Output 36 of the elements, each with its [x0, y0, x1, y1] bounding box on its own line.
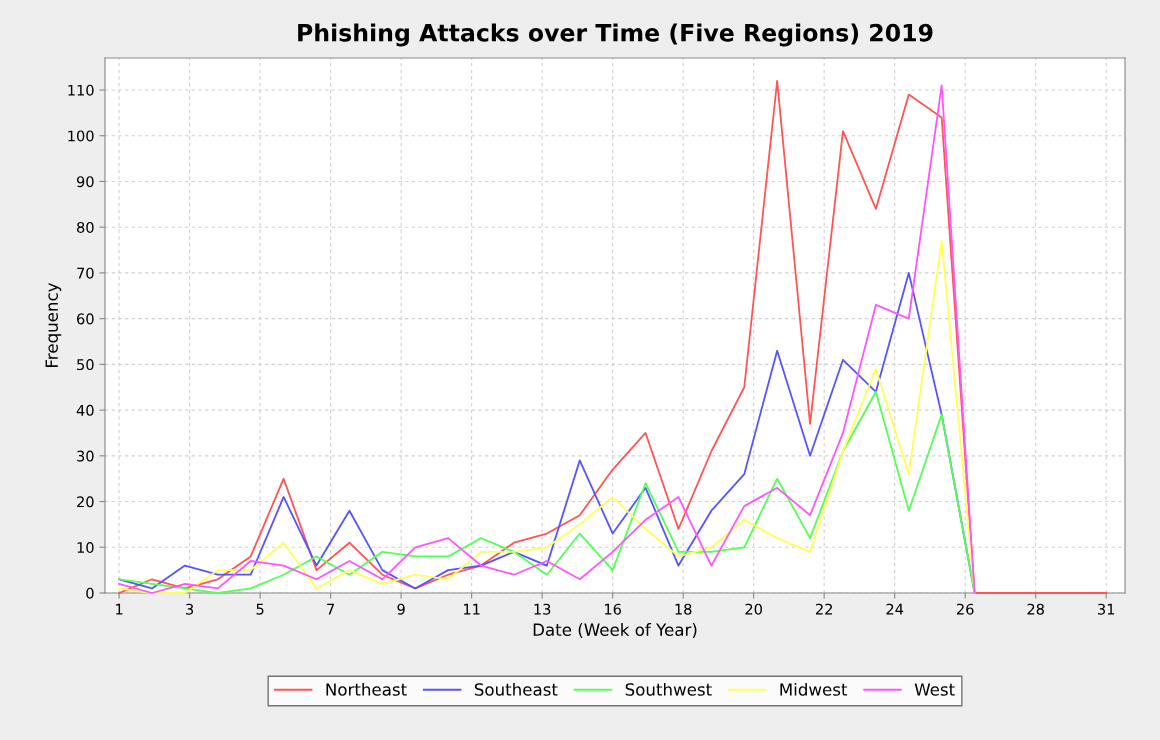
x-tick-label: 22: [815, 603, 832, 615]
y-tick-label: 0: [86, 587, 94, 599]
x-tick-label: 9: [397, 603, 405, 615]
x-tick-label: 5: [256, 603, 264, 615]
chart-title: Phishing Attacks over Time (Five Regions) 2019: [298, 23, 933, 47]
x-tick-label: 26: [956, 603, 974, 615]
x-tick-label: 20: [745, 603, 762, 615]
x-axis-title: Date (Week of Year): [533, 623, 697, 638]
x-tick-label: 18: [675, 603, 692, 615]
legend-label: Northeast: [326, 682, 407, 696]
y-tick-label: 100: [68, 130, 94, 142]
y-tick-label: 40: [76, 404, 94, 416]
y-tick-label: 80: [77, 221, 94, 233]
x-tick-label: 31: [1098, 603, 1115, 615]
x-tick-label: 24: [886, 603, 904, 615]
y-tick-label: 110: [68, 84, 94, 96]
legend-label: Midwest: [780, 682, 848, 696]
legend-label: Southeast: [474, 682, 558, 696]
y-tick-label: 70: [77, 267, 94, 279]
y-tick-label: 20: [77, 496, 94, 508]
line-series: [118, 390, 976, 594]
y-tick-label: 50: [77, 359, 94, 371]
y-tick-label: 90: [76, 176, 94, 188]
y-tick-label: 60: [77, 313, 94, 325]
x-tick-label: 13: [534, 603, 551, 615]
x-tick-label: 28: [1027, 603, 1044, 615]
x-tick-label: 1: [116, 603, 123, 615]
legend-label: Southwest: [625, 682, 712, 696]
y-tick-label: 30: [77, 450, 94, 462]
y-tick-label: 10: [77, 541, 94, 554]
x-tick-label: 3: [186, 603, 194, 615]
legend-label: West: [914, 683, 955, 696]
y-axis-title: Frequency: [45, 282, 62, 367]
x-tick-label: 7: [327, 603, 335, 615]
x-tick-label: 11: [463, 603, 480, 615]
x-tick-label: 16: [604, 603, 622, 615]
